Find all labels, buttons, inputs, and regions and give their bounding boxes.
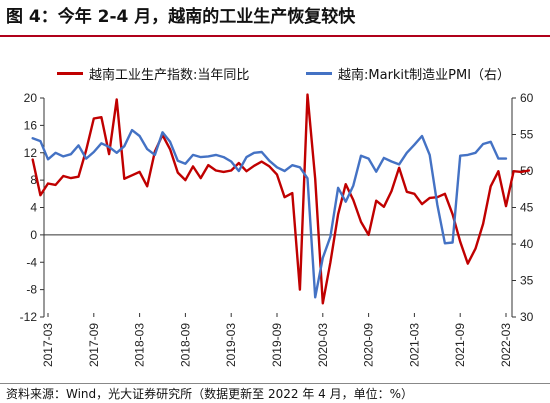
left-axis-tick-label: -12 [20, 310, 38, 324]
x-axis-tick-label: 2020-03 [316, 323, 330, 367]
x-axis-tick-label: 2021-03 [407, 323, 421, 367]
left-axis-tick-label: 12 [24, 146, 38, 160]
x-axis-tick-label: 2022-03 [499, 323, 513, 367]
legend-swatch-pmi [306, 72, 332, 75]
left-axis-tick-label: 4 [30, 201, 37, 215]
legend-item-ip: 越南工业生产指数:当年同比 [57, 64, 249, 83]
x-axis-tick-label: 2017-09 [87, 323, 101, 367]
left-axis-tick-label: 8 [30, 173, 37, 187]
series-line-pmi [31, 128, 508, 299]
x-axis-tick-label: 2021-09 [453, 323, 467, 367]
right-axis-tick-label: 40 [520, 237, 534, 251]
x-axis-tick-label: 2020-09 [362, 323, 376, 367]
right-axis-tick-label: 45 [520, 201, 534, 215]
x-axis-tick-label: 2018-09 [178, 323, 192, 367]
left-axis-tick-label: -8 [26, 283, 37, 297]
right-axis-tick-label: 35 [520, 274, 534, 288]
x-axis-tick-label: 2019-09 [270, 323, 284, 367]
left-axis-tick-label: 16 [24, 118, 38, 132]
source-divider [0, 383, 550, 384]
chart-legend: 越南工业生产指数:当年同比 越南:Markit制造业PMI（右） [0, 64, 550, 84]
right-axis-tick-label: 60 [520, 91, 534, 105]
right-axis-tick-label: 55 [520, 128, 534, 142]
x-axis-tick-label: 2019-03 [224, 323, 238, 367]
legend-swatch-ip [57, 72, 83, 75]
figure-title: 图 4：今年 2-4 月，越南的工业生产恢复较快 [6, 7, 356, 27]
series-line-industrial-production [31, 93, 531, 305]
x-axis-tick-label: 2017-03 [41, 323, 55, 367]
right-axis-tick-label: 30 [520, 310, 534, 324]
legend-label-pmi: 越南:Markit制造业PMI（右） [338, 68, 511, 83]
left-axis-tick-label: 0 [30, 228, 37, 242]
source-note: 资料来源：Wind，光大证券研究所（数据更新至 2022 年 4 月，单位：%） [6, 387, 413, 401]
legend-item-pmi: 越南:Markit制造业PMI（右） [306, 64, 510, 83]
left-axis-tick-label: 20 [24, 91, 38, 105]
legend-label-ip: 越南工业生产指数:当年同比 [89, 68, 250, 83]
x-axis-tick-label: 2018-03 [133, 323, 147, 367]
left-axis-tick-label: -4 [26, 255, 37, 269]
title-divider [0, 35, 550, 37]
